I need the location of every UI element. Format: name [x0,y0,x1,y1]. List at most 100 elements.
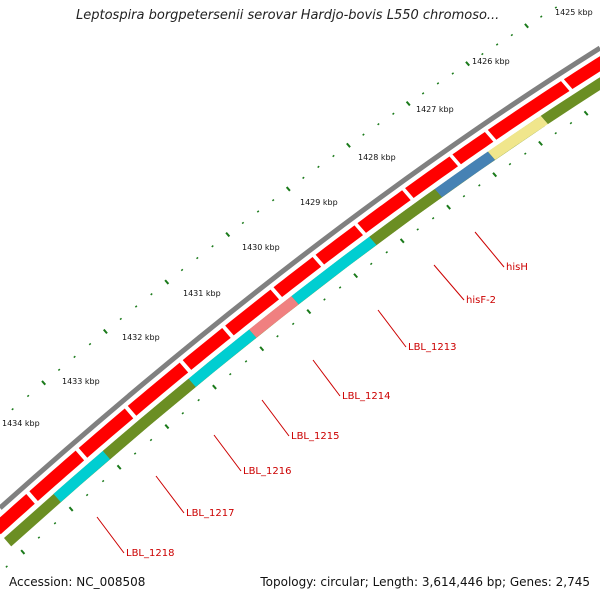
tick-mark [539,15,543,18]
gene-label-leader [213,434,242,472]
tick-mark [103,328,108,335]
gene-label-lbl_1217[interactable]: LBL_1217 [186,508,234,519]
tick-mark [431,217,435,220]
tick-mark [554,131,557,135]
tick-mark [508,162,512,166]
forward-cds-feature[interactable] [487,81,570,140]
gene-feature-lbl_1214[interactable] [291,236,377,305]
gene-label-lbl_1214[interactable]: LBL_1214 [342,391,390,402]
tick-label: 1431 kbp [183,289,221,298]
tick-mark [20,549,26,555]
tick-mark [101,479,105,483]
tick-mark [57,368,61,372]
tick-mark [492,172,498,178]
forward-cds-feature[interactable] [452,131,494,165]
tick-mark [338,286,342,289]
tick-mark [510,33,514,37]
forward-cds-feature[interactable] [78,408,134,458]
backbone-ring [0,45,600,510]
tick-mark [538,140,543,146]
tick-label: 1426 kbp [472,57,510,66]
tick-mark [241,221,245,225]
tick-label: 1429 kbp [300,198,338,207]
forward-cds-feature[interactable] [0,493,35,535]
tick-mark [524,152,527,155]
tick-mark [465,61,470,67]
tick-label: 1434 kbp [2,419,40,428]
forward-cds-feature[interactable] [225,289,280,336]
gene-label-hish[interactable]: hisH [506,262,528,273]
tick-mark [11,407,14,411]
tick-mark [276,335,279,338]
tick-mark [416,228,419,231]
gene-label-lbl_1213[interactable]: LBL_1213 [408,342,456,353]
tick-mark [306,309,312,315]
tick-mark [256,210,260,213]
tick-mark [462,194,466,198]
forward-cds-feature[interactable] [563,53,600,90]
gene-label-leader [312,359,341,397]
forward-cds-feature[interactable] [357,190,411,233]
tick-mark [212,384,217,390]
forward-cds-feature[interactable] [29,450,85,502]
tick-mark [41,380,47,386]
tick-label: 1430 kbp [242,243,280,252]
gene-feature-hisf-2[interactable] [434,151,496,198]
gene-feature-hish[interactable] [487,115,548,160]
gene-label-lbl_1216[interactable]: LBL_1216 [243,466,291,477]
forward-cds-feature[interactable] [315,225,364,265]
gene-label-leader [377,309,407,348]
tick-mark [302,176,305,180]
tick-mark [554,6,558,9]
tick-mark [377,122,380,126]
gene-feature-lbl_1217[interactable] [102,378,196,460]
tick-mark [164,424,170,430]
tick-mark [362,133,365,136]
gene-feature-lbl_1215[interactable] [249,296,299,338]
tick-mark [211,245,214,248]
gene-label-lbl_1218[interactable]: LBL_1218 [126,548,174,559]
forward-cds-feature[interactable] [127,362,189,416]
forward-cds-feature[interactable] [182,328,231,370]
tick-mark [285,186,291,192]
forward-cds-feature[interactable] [405,156,459,198]
tick-mark [569,121,573,125]
tick-mark [197,398,200,402]
gene-label-hisf-2[interactable]: hisF-2 [466,295,496,306]
reverse-cds-feature[interactable] [3,117,545,547]
tick-mark [524,23,529,29]
tick-mark [37,536,41,539]
tick-mark [196,256,199,260]
tick-mark [317,165,320,169]
tick-label: 1425 kbp [555,8,593,17]
gene-feature-lbl_1216[interactable] [188,329,257,388]
gene-feature-lbl_1218[interactable] [53,450,111,503]
tick-mark [180,268,184,272]
tick-mark [225,231,231,238]
tick-mark [399,238,405,244]
gene-label-lbl_1215[interactable]: LBL_1215 [291,431,339,442]
tick-mark [244,360,248,363]
forward-cds-track [0,53,600,535]
tick-mark [68,506,74,512]
tick-mark [149,438,153,442]
tick-label: 1433 kbp [62,377,100,386]
tick-mark [116,464,122,470]
gene-label-leader [96,516,125,554]
gene-feature-lbl_1213[interactable] [369,188,442,245]
tick-mark [495,43,499,46]
tick-mark [53,522,57,525]
tick-mark [134,305,138,308]
tick-mark [385,251,388,254]
tick-mark [5,565,8,568]
forward-cds-feature[interactable] [273,256,322,298]
reverse-cds-feature[interactable] [540,67,600,125]
tick-mark [291,322,295,326]
tick-mark [229,372,232,376]
tick-track [5,6,589,568]
tick-mark [369,262,373,266]
gene-label-leader [261,399,290,437]
tick-mark [85,493,89,497]
tick-mark [405,100,411,107]
